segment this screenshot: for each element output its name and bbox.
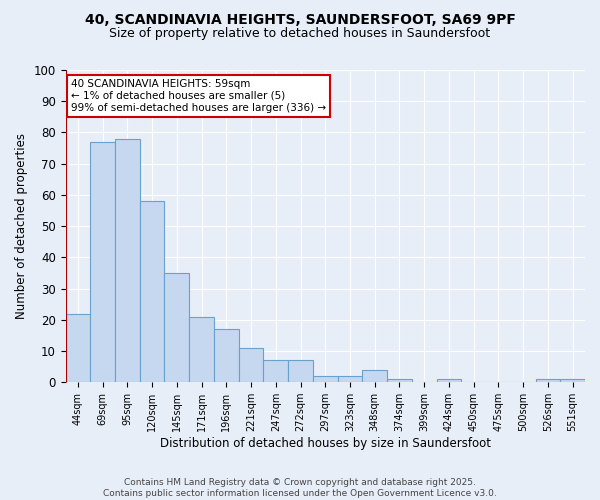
X-axis label: Distribution of detached houses by size in Saundersfoot: Distribution of detached houses by size … xyxy=(160,437,491,450)
Text: 40 SCANDINAVIA HEIGHTS: 59sqm
← 1% of detached houses are smaller (5)
99% of sem: 40 SCANDINAVIA HEIGHTS: 59sqm ← 1% of de… xyxy=(71,80,326,112)
Bar xyxy=(189,316,214,382)
Bar xyxy=(313,376,338,382)
Bar xyxy=(560,379,585,382)
Bar xyxy=(338,376,362,382)
Bar xyxy=(140,201,164,382)
Y-axis label: Number of detached properties: Number of detached properties xyxy=(15,133,28,319)
Bar xyxy=(263,360,288,382)
Bar xyxy=(115,138,140,382)
Bar xyxy=(90,142,115,382)
Bar xyxy=(362,370,387,382)
Bar xyxy=(214,329,239,382)
Bar xyxy=(239,348,263,382)
Bar xyxy=(288,360,313,382)
Bar xyxy=(387,379,412,382)
Text: Contains HM Land Registry data © Crown copyright and database right 2025.
Contai: Contains HM Land Registry data © Crown c… xyxy=(103,478,497,498)
Bar xyxy=(164,273,189,382)
Text: 40, SCANDINAVIA HEIGHTS, SAUNDERSFOOT, SA69 9PF: 40, SCANDINAVIA HEIGHTS, SAUNDERSFOOT, S… xyxy=(85,12,515,26)
Bar xyxy=(536,379,560,382)
Text: Size of property relative to detached houses in Saundersfoot: Size of property relative to detached ho… xyxy=(109,28,491,40)
Bar xyxy=(437,379,461,382)
Bar xyxy=(65,314,90,382)
